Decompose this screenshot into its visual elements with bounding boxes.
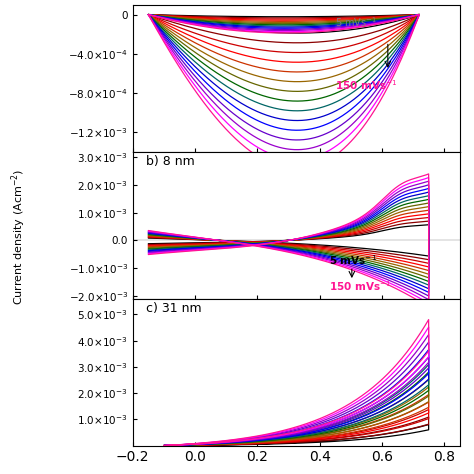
Text: 5 mVs$^{-1}$: 5 mVs$^{-1}$ [329,253,377,267]
Text: 150 mVs$^{-1}$: 150 mVs$^{-1}$ [336,78,398,92]
Text: Current density (Acm$^{-2}$): Current density (Acm$^{-2}$) [9,169,28,305]
Text: b) 8 nm: b) 8 nm [146,155,194,168]
Text: 150 mVs$^{-1}$: 150 mVs$^{-1}$ [329,280,392,293]
Text: 5 mVs$^{-1}$: 5 mVs$^{-1}$ [336,15,377,29]
Text: c) 31 nm: c) 31 nm [146,302,201,315]
